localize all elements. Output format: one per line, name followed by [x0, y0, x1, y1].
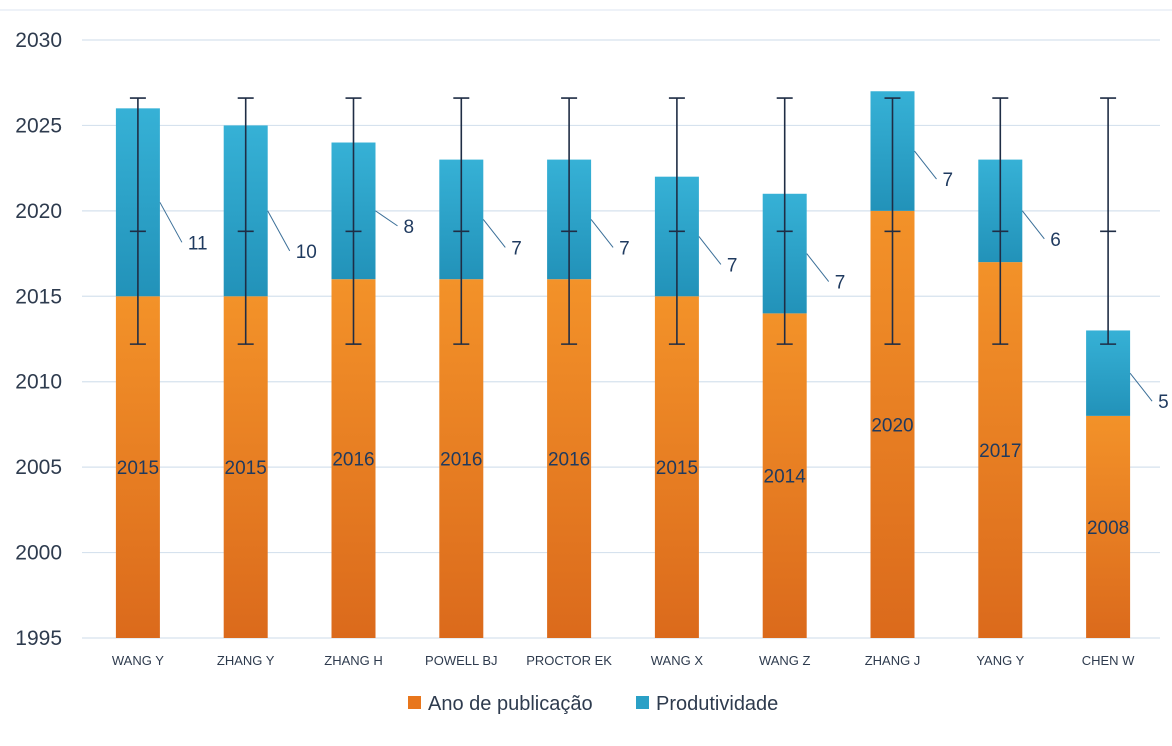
legend-swatch-ano-de-publicacao: [408, 696, 421, 709]
bar-ano-de-publicacao-zhang-y: [223, 296, 268, 638]
legend-swatch-produtividade: [636, 696, 649, 709]
data-label-text-produtividade-zhang-h: 8: [404, 217, 415, 238]
data-label-text-produtividade-yang-y: 6: [1050, 230, 1061, 251]
bar-ano-de-publicacao-wang-y: [115, 296, 160, 638]
x-tick-label-chen-w: CHEN W: [1082, 653, 1135, 668]
data-label-produtividade-zhang-h: 8: [375, 210, 415, 238]
error-bar-wang-y: [129, 97, 146, 345]
data-label-produtividade-zhang-j: 7: [914, 150, 954, 191]
data-label-produtividade-yang-y: 6: [1021, 210, 1061, 251]
error-bar-yang-y: [992, 97, 1009, 345]
error-bar-wang-x: [668, 97, 685, 345]
data-label-produtividade-wang-y: 11: [159, 202, 208, 254]
error-bar-zhang-j: [884, 97, 901, 345]
data-label-ano-de-publicacao-powell-bj: 2016: [440, 450, 482, 471]
data-label-text-produtividade-proctor-ek: 7: [619, 238, 630, 259]
error-bar-wang-z: [776, 97, 793, 345]
data-label-produtividade-powell-bj: 7: [482, 219, 522, 259]
data-label-text-produtividade-wang-x: 7: [727, 255, 738, 276]
legend: Ano de publicação Produtividade: [408, 693, 778, 715]
bar-ano-de-publicacao-wang-x: [654, 296, 699, 638]
data-label-produtividade-proctor-ek: 7: [590, 219, 630, 259]
legend-label-produtividade: Produtividade: [656, 693, 778, 715]
x-tick-label-wang-z: WANG Z: [759, 653, 811, 668]
data-label-text-produtividade-wang-y: 11: [188, 233, 208, 254]
bar-ano-de-publicacao-chen-w: [1086, 415, 1131, 638]
data-label-text-produtividade-zhang-j: 7: [943, 170, 954, 191]
y-tick-label-2010: 2010: [15, 371, 62, 394]
y-tick-label-1995: 1995: [15, 627, 62, 650]
data-label-text-produtividade-chen-w: 5: [1158, 392, 1169, 413]
x-tick-label-proctor-ek: PROCTOR EK: [526, 653, 612, 668]
x-tick-label-yang-y: YANG Y: [976, 653, 1024, 668]
bars-layer: [115, 91, 1131, 638]
x-tick-label-zhang-j: ZHANG J: [865, 653, 921, 668]
data-label-produtividade-wang-z: 7: [806, 253, 846, 294]
x-tick-label-powell-bj: POWELL BJ: [425, 653, 497, 668]
data-label-ano-de-publicacao-wang-z: 2014: [764, 467, 807, 488]
y-tick-label-2015: 2015: [15, 285, 62, 308]
error-bar-proctor-ek: [561, 97, 578, 345]
y-tick-label-2020: 2020: [15, 200, 62, 223]
error-bar-chen-w: [1100, 97, 1117, 345]
data-label-ano-de-publicacao-wang-x: 2015: [656, 458, 698, 479]
data-label-ano-de-publicacao-proctor-ek: 2016: [548, 450, 590, 471]
data-label-ano-de-publicacao-wang-y: 2015: [117, 458, 159, 479]
x-tick-label-wang-x: WANG X: [651, 653, 704, 668]
x-tick-label-zhang-y: ZHANG Y: [217, 653, 275, 668]
data-label-text-produtividade-wang-z: 7: [835, 273, 846, 294]
legend-label-ano-de-publicacao: Ano de publicação: [428, 693, 593, 715]
error-bars-layer: [129, 97, 1117, 345]
x-tick-label-wang-y: WANG Y: [112, 653, 164, 668]
error-bar-zhang-h: [345, 97, 362, 345]
y-tick-label-2030: 2030: [15, 29, 62, 52]
y-tick-label-2025: 2025: [15, 114, 62, 137]
data-label-ano-de-publicacao-yang-y: 2017: [979, 441, 1021, 462]
data-label-ano-de-publicacao-zhang-y: 2015: [225, 458, 267, 479]
data-label-ano-de-publicacao-zhang-h: 2016: [332, 450, 374, 471]
data-label-ano-de-publicacao-chen-w: 2008: [1087, 518, 1129, 539]
data-label-text-produtividade-powell-bj: 7: [511, 238, 522, 259]
data-label-ano-de-publicacao-zhang-j: 2020: [871, 415, 913, 436]
data-label-text-produtividade-zhang-y: 10: [296, 242, 317, 263]
axes-layer: 1995 2000 2005 2010 2015 2020 2025 2030 WANG Y ZH…: [15, 29, 1135, 668]
data-label-produtividade-zhang-y: 10: [267, 210, 317, 263]
error-bar-powell-bj: [453, 97, 470, 345]
data-label-produtividade-wang-x: 7: [698, 236, 738, 276]
error-bar-zhang-y: [237, 97, 254, 345]
labels-layer: 2015 11 2015 10 2016 8 2016 7 2016 7 2015 7 2014 7 202…: [117, 150, 1169, 539]
data-label-produtividade-chen-w: 5: [1129, 372, 1169, 413]
bar-ano-de-publicacao-wang-z: [762, 313, 807, 638]
x-tick-label-zhang-h: ZHANG H: [324, 653, 383, 668]
y-tick-label-2005: 2005: [15, 456, 62, 479]
y-tick-label-2000: 2000: [15, 542, 62, 565]
